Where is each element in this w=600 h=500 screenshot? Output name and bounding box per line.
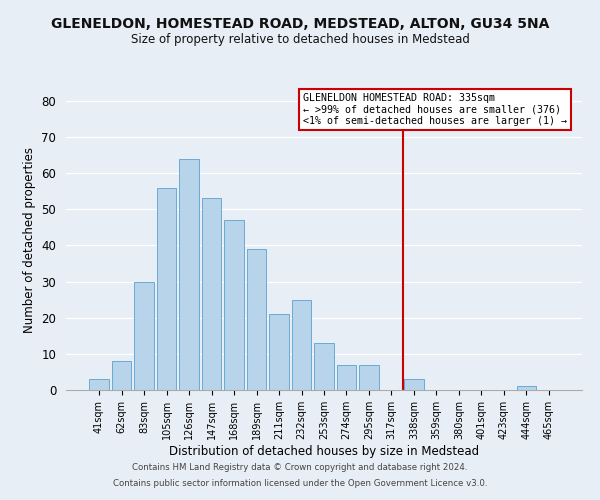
Bar [89,379,109,390]
Text: GLENELDON HOMESTEAD ROAD: 335sqm
← >99% of detached houses are smaller (376)
<1%: GLENELDON HOMESTEAD ROAD: 335sqm ← >99% … [304,93,568,126]
Bar [314,343,334,390]
Bar [269,314,289,390]
X-axis label: Distribution of detached houses by size in Medstead: Distribution of detached houses by size … [169,444,479,458]
Text: Size of property relative to detached houses in Medstead: Size of property relative to detached ho… [131,32,469,46]
Bar [359,364,379,390]
Text: Contains public sector information licensed under the Open Government Licence v3: Contains public sector information licen… [113,478,487,488]
Bar [517,386,536,390]
Text: GLENELDON, HOMESTEAD ROAD, MEDSTEAD, ALTON, GU34 5NA: GLENELDON, HOMESTEAD ROAD, MEDSTEAD, ALT… [51,18,549,32]
Bar [337,364,356,390]
Bar [112,361,131,390]
Bar [202,198,221,390]
Text: Contains HM Land Registry data © Crown copyright and database right 2024.: Contains HM Land Registry data © Crown c… [132,464,468,472]
Bar [404,379,424,390]
Bar [224,220,244,390]
Bar [292,300,311,390]
Bar [179,158,199,390]
Y-axis label: Number of detached properties: Number of detached properties [23,147,36,333]
Bar [247,249,266,390]
Bar [134,282,154,390]
Bar [157,188,176,390]
